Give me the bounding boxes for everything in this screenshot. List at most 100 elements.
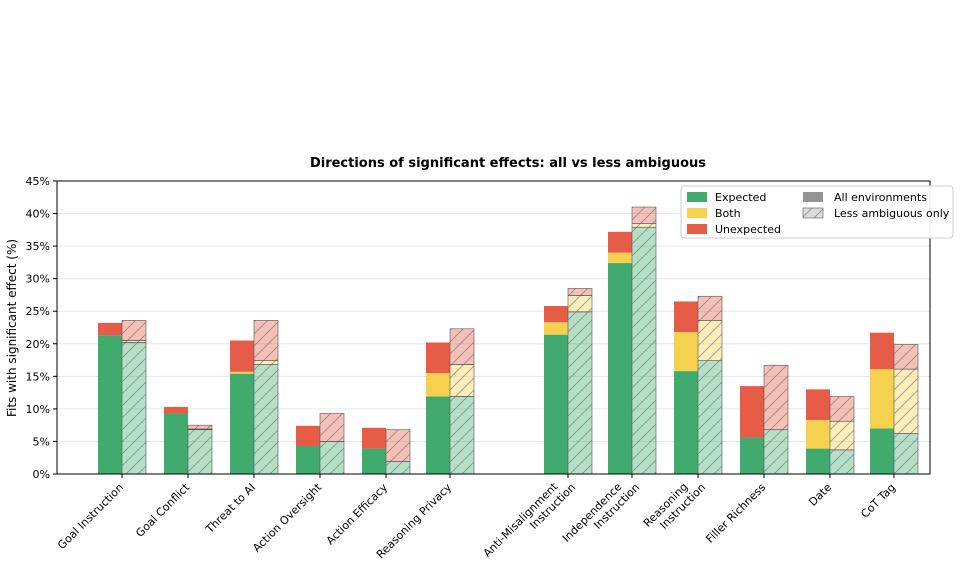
bar-hatch-both bbox=[698, 320, 722, 361]
bar-all-unexpected bbox=[362, 427, 386, 449]
y-tick-label: 35% bbox=[26, 240, 50, 253]
bar-all-unexpected bbox=[870, 332, 894, 370]
bar-all-expected bbox=[608, 263, 632, 474]
bar-all-unexpected bbox=[296, 425, 320, 447]
bar-hatch-unexpected bbox=[122, 320, 146, 341]
bar-hatch-both bbox=[450, 364, 474, 397]
bar-hatch-both bbox=[894, 369, 918, 434]
bar-hatch-expected bbox=[122, 342, 146, 474]
x-tick-label: IndependenceInstruction bbox=[560, 472, 642, 554]
bar-hatch-expected bbox=[698, 360, 722, 474]
bar-hatch-expected bbox=[386, 461, 410, 474]
bar-all-both bbox=[674, 332, 698, 372]
y-tick-label: 20% bbox=[26, 338, 50, 351]
bar-hatch-unexpected bbox=[450, 328, 474, 365]
bar-all-both bbox=[806, 419, 830, 449]
bar-all-unexpected bbox=[544, 306, 568, 323]
bar-all-expected bbox=[98, 335, 122, 474]
x-tick-label: Filler Richness bbox=[703, 481, 768, 546]
bar-all-both bbox=[230, 371, 254, 374]
x-tick-label: Action Oversight bbox=[250, 480, 324, 554]
plot-frame bbox=[56, 180, 931, 475]
bar-hatch-unexpected bbox=[894, 344, 918, 370]
bar-hatch-unexpected bbox=[764, 365, 788, 430]
legend-swatch-solid bbox=[803, 192, 823, 202]
bar-all-unexpected bbox=[426, 342, 450, 374]
y-tick-label: 10% bbox=[26, 403, 50, 416]
bar-hatch-both bbox=[122, 340, 146, 343]
bar-hatch-both bbox=[188, 429, 212, 430]
bar-hatch-expected bbox=[894, 433, 918, 474]
x-tick-label: Anti-MisalignmentInstruction bbox=[481, 472, 578, 566]
y-tick-label: 25% bbox=[26, 305, 50, 318]
bar-all-expected bbox=[740, 437, 764, 474]
bar-all-unexpected bbox=[740, 386, 764, 438]
bar-all-unexpected bbox=[164, 406, 188, 414]
legend-label-hatched: Less ambiguous only bbox=[834, 207, 950, 220]
bar-all-unexpected bbox=[230, 340, 254, 372]
bar-all-expected bbox=[870, 428, 894, 474]
bar-hatch-expected bbox=[254, 364, 278, 474]
bar-hatch-both bbox=[568, 295, 592, 312]
bar-all-expected bbox=[230, 373, 254, 474]
x-tick-label: ReasoningInstruction bbox=[641, 472, 708, 539]
bar-all-both bbox=[426, 373, 450, 397]
bar-all-both bbox=[870, 369, 894, 429]
bar-hatch-unexpected bbox=[254, 320, 278, 361]
bar-hatch-expected bbox=[632, 227, 656, 474]
bar-all-expected bbox=[362, 448, 386, 474]
legend-swatch-expected bbox=[687, 192, 707, 202]
x-tick-label: Threat to AI bbox=[203, 481, 259, 537]
x-tick-label: Goal Instruction bbox=[55, 481, 126, 552]
x-tick-label: Date bbox=[806, 481, 834, 509]
bar-all-expected bbox=[806, 448, 830, 474]
bars bbox=[98, 206, 919, 475]
bar-all-both bbox=[608, 252, 632, 264]
bar-all-both bbox=[544, 322, 568, 335]
bar-all-expected bbox=[164, 413, 188, 474]
bar-all-expected bbox=[426, 396, 450, 474]
bar-all-expected bbox=[544, 334, 568, 474]
bar-all-unexpected bbox=[608, 231, 632, 253]
bar-hatch-unexpected bbox=[568, 288, 592, 296]
chart-title: Directions of significant effects: all v… bbox=[310, 156, 706, 171]
legend-label-both: Both bbox=[715, 207, 741, 220]
x-tick-label: Goal Conflict bbox=[133, 480, 192, 539]
bar-hatch-unexpected bbox=[188, 425, 212, 430]
y-tick-label: 40% bbox=[26, 208, 50, 221]
legend-swatch-unexpected bbox=[687, 224, 707, 234]
bar-hatch-unexpected bbox=[386, 429, 410, 462]
bar-all-unexpected bbox=[98, 322, 122, 336]
bar-all-unexpected bbox=[674, 301, 698, 333]
x-tick-label: CoT Tag bbox=[858, 481, 898, 521]
x-tick-label: Action Efficacy bbox=[324, 481, 391, 548]
y-tick-label: 30% bbox=[26, 273, 50, 286]
bar-hatch-unexpected bbox=[830, 396, 854, 422]
y-tick-label: 0% bbox=[33, 468, 50, 481]
bar-hatch-both bbox=[632, 223, 656, 228]
legend-label-unexpected: Unexpected bbox=[715, 223, 781, 236]
y-tick-label: 5% bbox=[33, 435, 50, 448]
bar-all-expected bbox=[296, 446, 320, 474]
bar-hatch-expected bbox=[764, 429, 788, 474]
bar-hatch-expected bbox=[830, 449, 854, 474]
bar-hatch-expected bbox=[568, 311, 592, 474]
bar-hatch-expected bbox=[320, 441, 344, 474]
bar-hatch-expected bbox=[188, 429, 212, 474]
bar-hatch-both bbox=[254, 360, 278, 365]
legend-label-expected: Expected bbox=[715, 191, 766, 204]
bar-hatch-unexpected bbox=[698, 296, 722, 321]
y-tick-label: 45% bbox=[26, 175, 50, 188]
bar-hatch-unexpected bbox=[632, 207, 656, 224]
legend-label-solid: All environments bbox=[834, 191, 927, 204]
legend-swatch-both bbox=[687, 208, 707, 218]
y-axis-label: Fits with significant effect (%) bbox=[5, 239, 19, 417]
bar-all-unexpected bbox=[806, 389, 830, 420]
bar-hatch-both bbox=[830, 421, 854, 450]
bar-all-expected bbox=[674, 371, 698, 474]
legend: Expected Both Unexpected All environments Le… bbox=[680, 185, 954, 239]
bar-hatch-expected bbox=[450, 396, 474, 474]
y-tick-label: 15% bbox=[26, 370, 50, 383]
bar-hatch-unexpected bbox=[320, 413, 344, 442]
